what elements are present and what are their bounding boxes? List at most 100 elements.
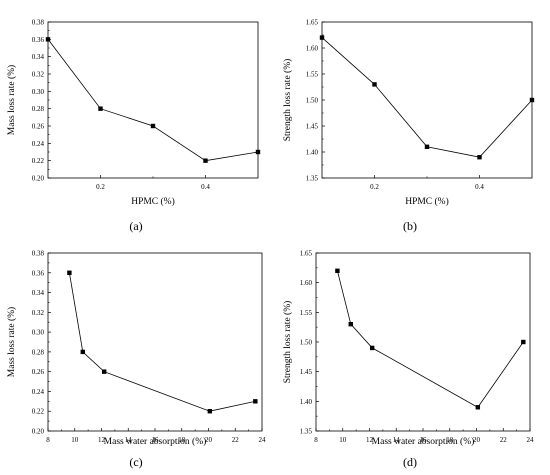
y-tick-label: 0.24 [32, 140, 45, 148]
y-tick-label: 0.26 [32, 368, 45, 376]
data-point [150, 123, 156, 129]
x-tick-label: 14 [125, 436, 133, 444]
x-tick-label: 16 [152, 436, 160, 444]
x-tick-label: 12 [98, 436, 106, 444]
data-point [521, 339, 526, 345]
y-tick-label: 0.28 [32, 348, 45, 356]
series-line [321, 37, 533, 158]
y-tick-label: 0.22 [32, 408, 45, 416]
plot-frame [47, 21, 259, 179]
y-tick-label: 1.65 [306, 19, 319, 27]
y-tick-label: 0.30 [32, 88, 45, 96]
x-axis-label: Mass water absorption (%) [372, 436, 475, 447]
y-tick-label: 1.35 [300, 428, 313, 436]
panel-label: (d) [403, 455, 417, 469]
data-point [335, 268, 340, 273]
series-line [47, 39, 259, 162]
data-point [253, 399, 258, 404]
x-tick-label: 24 [259, 436, 267, 444]
y-tick-label: 0.30 [32, 329, 45, 337]
x-tick-label: 18 [446, 436, 454, 444]
y-tick-label: 1.35 [306, 175, 319, 183]
y-tick-label: 1.50 [300, 339, 313, 347]
y-tick-label: 0.32 [32, 309, 45, 317]
y-tick-label: 0.24 [32, 388, 45, 396]
y-tick-label: 0.38 [32, 250, 45, 258]
x-tick-label: 10 [71, 436, 79, 444]
x-tick-label: 20 [473, 436, 481, 444]
y-tick-label: 0.28 [32, 105, 45, 113]
data-point [348, 322, 353, 327]
series-line [69, 272, 256, 412]
y-tick-label: 0.36 [32, 269, 45, 277]
data-point [203, 158, 208, 163]
data-point [424, 144, 430, 149]
data-point [255, 149, 261, 155]
x-axis-label: HPMC (%) [405, 196, 449, 207]
x-tick-label: 16 [420, 436, 428, 444]
data-point [529, 97, 535, 103]
data-point [45, 37, 51, 42]
chart-panel-1: 0.20 0.22 0.24 0.26 0.28 0.30 0.32 0.34 0.36 0.38… [6, 19, 261, 233]
chart-panel-3: 0.20 0.22 0.24 0.26 0.28 0.30 0.32 0.34 0.36 0.38… [6, 250, 266, 470]
data-point [207, 409, 213, 414]
x-tick-label: 22 [500, 436, 508, 444]
data-point [477, 155, 482, 160]
y-tick-label: 0.38 [32, 19, 45, 27]
y-tick-label: 1.40 [306, 149, 319, 157]
chart-panel-4: 1.35 1.40 1.45 1.50 1.55 1.60 1.65 8 10 12 14 16 18 2… [282, 250, 534, 470]
y-tick-label: 1.40 [300, 398, 313, 406]
y-axis-label: Strength loss rate (%) [282, 301, 293, 384]
x-tick-label: 20 [205, 436, 213, 444]
y-tick-label: 1.45 [300, 368, 313, 376]
x-tick-label: 0.4 [201, 183, 210, 191]
panel-label: (c) [129, 455, 142, 469]
x-tick-label: 12 [366, 436, 374, 444]
y-tick-label: 0.22 [32, 157, 45, 165]
y-tick-label: 1.55 [300, 309, 313, 317]
data-point [67, 270, 72, 275]
y-tick-label: 0.32 [32, 71, 45, 79]
y-tick-label: 1.60 [306, 45, 319, 53]
y-tick-label: 1.45 [306, 123, 319, 131]
panel-label: (b) [403, 219, 417, 233]
data-point [98, 106, 103, 111]
x-tick-label: 8 [314, 436, 318, 444]
y-axis-label: Mass loss rate (%) [6, 307, 17, 377]
series-line [337, 270, 524, 408]
panel-label: (a) [129, 219, 142, 233]
x-tick-label: 22 [232, 436, 240, 444]
y-axis-label: Mass loss rate (%) [6, 65, 17, 135]
x-axis-label: HPMC (%) [131, 196, 175, 207]
y-tick-label: 0.34 [32, 53, 45, 61]
y-tick-label: 0.20 [32, 428, 45, 436]
x-tick-label: 0.4 [475, 183, 484, 191]
data-point [369, 345, 375, 351]
y-tick-label: 0.20 [32, 175, 45, 183]
x-axis-label: Mass water absorption (%) [104, 436, 207, 447]
data-point [80, 349, 85, 355]
x-tick-label: 8 [46, 436, 50, 444]
x-tick-label: 10 [339, 436, 347, 444]
plot-frame [315, 252, 531, 432]
data-point [372, 82, 377, 87]
x-tick-label: 14 [393, 436, 401, 444]
x-tick-label: 24 [527, 436, 535, 444]
y-tick-label: 1.55 [306, 71, 319, 79]
y-tick-label: 0.26 [32, 123, 45, 131]
chart-panel-2: 1.35 1.40 1.45 1.50 1.55 1.60 1.65 0.2 0.4 HPMC (… [282, 19, 535, 233]
x-tick-label: 18 [178, 436, 186, 444]
plot-frame [321, 21, 533, 179]
y-tick-label: 0.34 [32, 289, 45, 297]
plot-frame [47, 252, 263, 432]
x-tick-label: 0.2 [96, 183, 105, 191]
x-tick-label: 0.2 [370, 183, 379, 191]
y-tick-label: 0.36 [32, 36, 45, 44]
y-axis-label: Strength loss rate (%) [282, 59, 293, 142]
y-tick-label: 1.50 [306, 97, 319, 105]
data-point [101, 369, 107, 374]
y-tick-label: 1.65 [300, 250, 313, 258]
data-point [475, 405, 481, 410]
data-point [319, 35, 325, 40]
